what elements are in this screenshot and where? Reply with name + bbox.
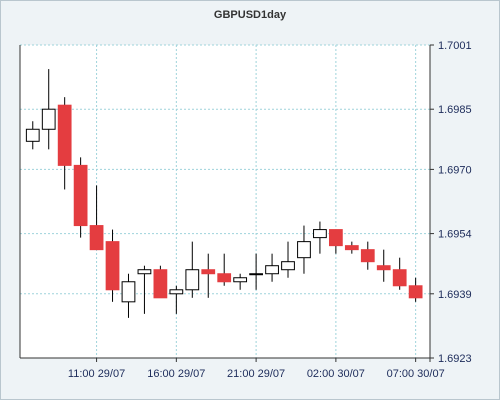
candle-body-up [233,277,248,283]
candle [233,273,248,290]
candle [185,241,200,298]
x-tick-label: 16:00 29/07 [147,368,205,380]
candle-body-up [297,241,311,259]
candle [153,265,168,299]
plot-band [20,109,430,170]
y-tick-label: 1.6970 [438,164,472,176]
y-tick-label: 1.6939 [438,289,472,301]
candle-body-up [41,108,56,130]
candle-body-up [185,269,200,291]
candle [392,257,407,290]
candle-body-down [201,269,216,275]
candle [169,285,184,314]
x-tick-label: 02:00 30/07 [307,368,365,380]
candle-body-down [328,229,343,247]
candle-body-down [376,265,391,271]
y-tick-label: 1.6954 [438,229,472,241]
candle [201,253,216,298]
plot-area [20,45,430,358]
candle [313,221,327,254]
candle-body-down [73,164,88,227]
candle-body-up [25,128,40,142]
candle [328,229,343,254]
candle [25,121,40,150]
candle-body-up [281,261,295,271]
candles [25,69,423,318]
candle-body-up [121,281,136,303]
y-tick-label: 1.7001 [438,40,472,52]
candle [265,253,279,282]
candle-body-down [344,245,359,251]
y-axis-labels: 1.7001 1.6985 1.6970 1.6954 1.6939 1.6923 [430,40,472,365]
candle-body-up [137,269,152,275]
candle [249,253,263,290]
candle [41,69,56,150]
candle-body-down [392,269,407,287]
candle [73,157,88,238]
candle [281,241,295,278]
x-axis-labels: 11:00 29/07 16:00 29/07 21:00 29/07 02:00 3… [68,358,445,380]
candle-body-up [265,265,279,275]
candle-body-up [313,229,327,239]
axes [19,45,431,362]
y-tick-label: 1.6923 [438,353,472,365]
plot-background [20,45,430,358]
candle [344,241,359,254]
candle-body-down [408,285,423,299]
candle [297,225,311,274]
candle [408,277,423,302]
y-tick-label: 1.6985 [438,104,472,116]
candle-body-down [57,104,72,166]
x-tick-label: 21:00 29/07 [227,368,285,380]
candle-body-down [105,241,120,291]
candle-body-down [360,249,375,263]
candle [360,241,375,270]
candle [121,273,136,318]
candle-body-down [153,269,168,299]
candle [57,97,72,190]
candle [89,185,104,251]
x-tick-label: 11:00 29/07 [68,368,125,380]
candle [217,253,232,286]
candle-body-down [89,225,104,251]
chart-title: GBPUSD1day [213,9,287,21]
candle-body-up [169,289,184,295]
candle [137,265,152,314]
x-tick-label: 07:00 30/07 [387,368,445,380]
candle [376,249,391,282]
candle [105,229,120,302]
candle-body-down [217,273,232,283]
candle-body-up [249,273,263,276]
